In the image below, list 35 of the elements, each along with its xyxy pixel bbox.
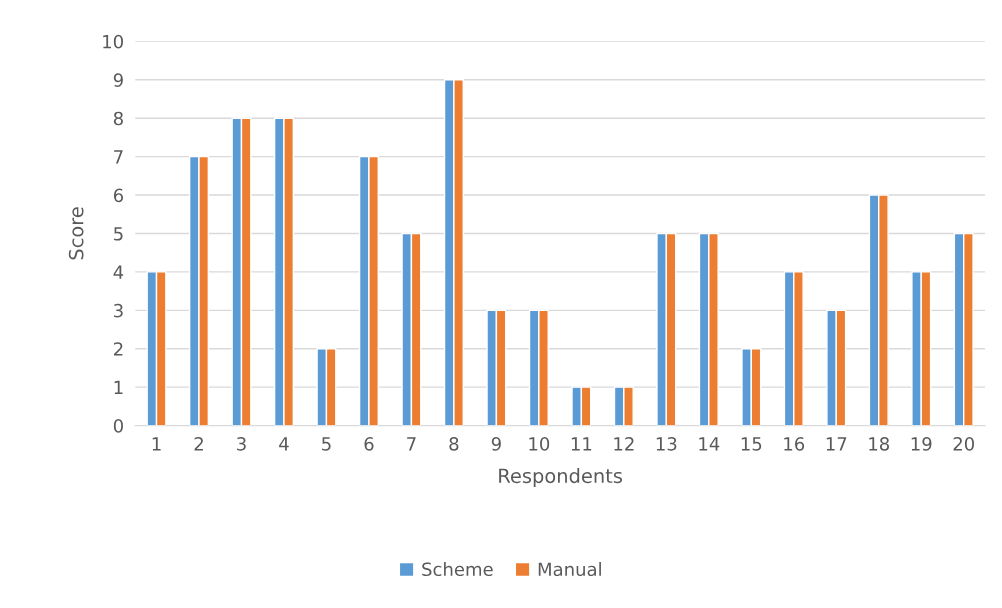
x-tick-label: 4	[279, 437, 289, 451]
y-axis-title: Score	[68, 207, 84, 260]
x-tick-label: 19	[911, 437, 932, 451]
x-tick-label: 12	[614, 437, 634, 451]
x-tick-label: 14	[699, 437, 720, 451]
y-tick-label: 1	[114, 380, 123, 395]
y-tick-label: 9	[113, 73, 123, 87]
x-axis-title: Respondents	[499, 468, 623, 487]
x-tick-label: 10	[529, 437, 550, 451]
x-tick-label: 17	[826, 437, 847, 451]
y-tick-label: 2	[113, 342, 123, 356]
y-tick-label: 7	[114, 150, 123, 164]
x-tick-label: 20	[953, 437, 975, 451]
y-tick-label: 3	[114, 303, 123, 318]
x-tick-label: 8	[449, 437, 459, 451]
legend-label: Manual	[538, 562, 601, 577]
x-tick-label: 11	[571, 437, 592, 451]
legend-label: Scheme	[422, 562, 493, 577]
x-tick-label: 3	[237, 437, 246, 451]
x-tick-label: 2	[194, 437, 203, 451]
x-tick-label: 7	[407, 437, 416, 451]
y-tick-label: 0	[113, 419, 123, 433]
y-tick-label: 5	[114, 227, 123, 241]
x-tick-label: 6	[364, 437, 374, 451]
y-tick-label: 6	[113, 188, 124, 203]
x-tick-label: 18	[869, 437, 890, 451]
y-tick-label: 4	[113, 265, 124, 279]
x-tick-label: 9	[491, 437, 501, 451]
x-tick-label: 13	[656, 437, 677, 451]
y-tick-label: 10	[103, 34, 123, 49]
x-tick-label: 15	[741, 437, 762, 451]
y-tick-label: 8	[113, 111, 123, 126]
x-tick-label: 1	[152, 437, 161, 451]
x-tick-label: 16	[784, 437, 805, 451]
x-tick-label: 5	[322, 437, 331, 451]
